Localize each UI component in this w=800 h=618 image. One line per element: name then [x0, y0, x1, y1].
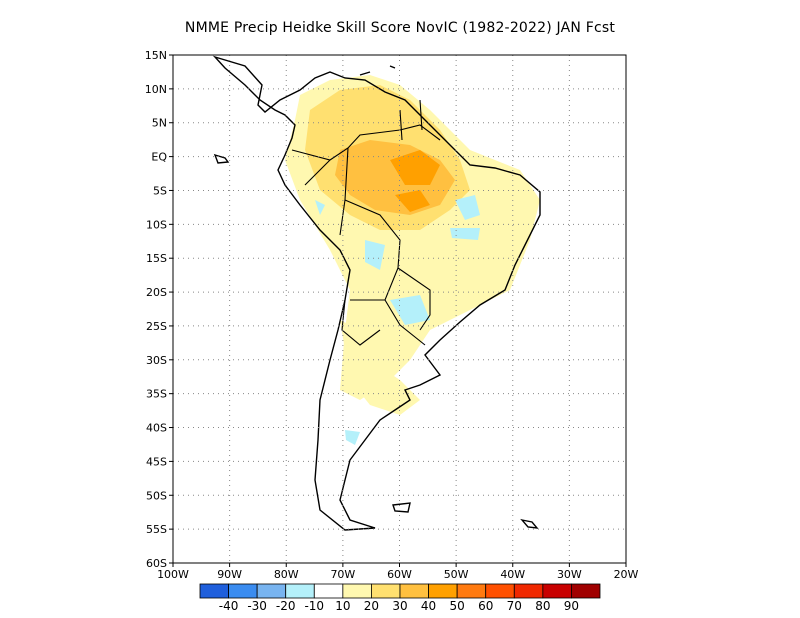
lat-tick-label: 35S [146, 388, 167, 401]
colorbar-swatch [285, 583, 315, 599]
lat-tick-label: 60S [146, 557, 167, 570]
skill-core-1 [390, 150, 440, 185]
caribbean-islands [213, 65, 396, 164]
lat-tick-label: 5S [153, 184, 167, 197]
falkland-islands [392, 502, 411, 513]
coastlines [212, 55, 541, 531]
chart-title: NMME Precip Heidke Skill Score NovIC (19… [184, 20, 616, 36]
colorbar-swatch [513, 583, 544, 599]
lon-tick-label: 60W [387, 568, 412, 581]
skill-neg-2 [450, 228, 480, 240]
colorbar-label: -20 [276, 599, 296, 613]
longitude-axis: 100W 90W 80W 70W 60W 50W 40W 30W 20W [157, 563, 639, 581]
colorbar-swatch [542, 583, 572, 599]
south-georgia [520, 518, 539, 529]
colorbar-label: 80 [535, 599, 550, 613]
lat-tick-label: 50S [146, 489, 167, 502]
lat-tick-label: 10S [146, 218, 167, 231]
colorbar-label: 50 [450, 599, 465, 613]
colorbar-label: 60 [478, 599, 493, 613]
lon-tick-label: 40W [500, 568, 525, 581]
lat-tick-label: 10N [145, 83, 167, 96]
colorbar-label: -40 [219, 599, 239, 613]
skill-core-2 [395, 190, 430, 212]
colorbar-label: 30 [392, 599, 407, 613]
skill-neg-6 [345, 430, 360, 445]
skill-neg-3 [365, 240, 385, 270]
colorbar-label: 10 [335, 599, 350, 613]
colorbar-label: 90 [564, 599, 579, 613]
colorbar-swatch [571, 583, 601, 599]
lon-tick-label: 20W [614, 568, 639, 581]
lat-tick-label: 45S [146, 455, 167, 468]
colorbar-label: 70 [507, 599, 522, 613]
south-america-coast [212, 55, 541, 531]
colorbar-swatch [371, 583, 401, 599]
colorbar-swatch [256, 583, 287, 599]
skill-neg-5 [315, 200, 325, 215]
colorbar-swatch [428, 583, 458, 599]
colorbar-label: -10 [304, 599, 324, 613]
lon-tick-label: 30W [557, 568, 582, 581]
skill-area-south [340, 320, 420, 415]
colorbar-swatch [485, 583, 515, 599]
lat-tick-label: 5N [152, 117, 167, 130]
colorbar-swatch [228, 583, 258, 599]
lon-tick-label: 90W [217, 568, 242, 581]
colorbar-label: 20 [364, 599, 379, 613]
lat-tick-label: 15N [145, 49, 167, 62]
lon-tick-label: 100W [157, 568, 189, 581]
colorbar-label: -30 [247, 599, 267, 613]
lon-tick-label: 50W [444, 568, 469, 581]
lon-tick-label: 70W [330, 568, 355, 581]
lat-tick-label: 55S [146, 523, 167, 536]
lat-tick-label: EQ [151, 151, 167, 164]
lat-tick-label: 25S [146, 320, 167, 333]
colorbar-swatch [199, 583, 229, 599]
lat-tick-label: 15S [146, 252, 167, 265]
colorbar-swatch [399, 583, 429, 599]
grid-lines [173, 55, 626, 563]
lon-tick-label: 80W [274, 568, 299, 581]
skill-neg-4 [390, 295, 430, 325]
lat-tick-label: 20S [146, 286, 167, 299]
skill-neg-1 [455, 195, 480, 220]
colorbar: -40 -30 -20 -10 10 20 30 40 50 60 70 80 90 [199, 583, 601, 613]
colorbar-swatch [342, 583, 372, 599]
colorbar-swatch [456, 583, 487, 599]
lat-tick-label: 40S [146, 422, 167, 435]
colorbar-label: 40 [421, 599, 436, 613]
lat-tick-label: 30S [146, 354, 167, 367]
latitude-axis: 15N 10N 5N EQ 5S 10S 15S 20S 25S 30S 35S 40S 45S 50S 5… [145, 49, 173, 570]
colorbar-swatch [313, 583, 344, 599]
